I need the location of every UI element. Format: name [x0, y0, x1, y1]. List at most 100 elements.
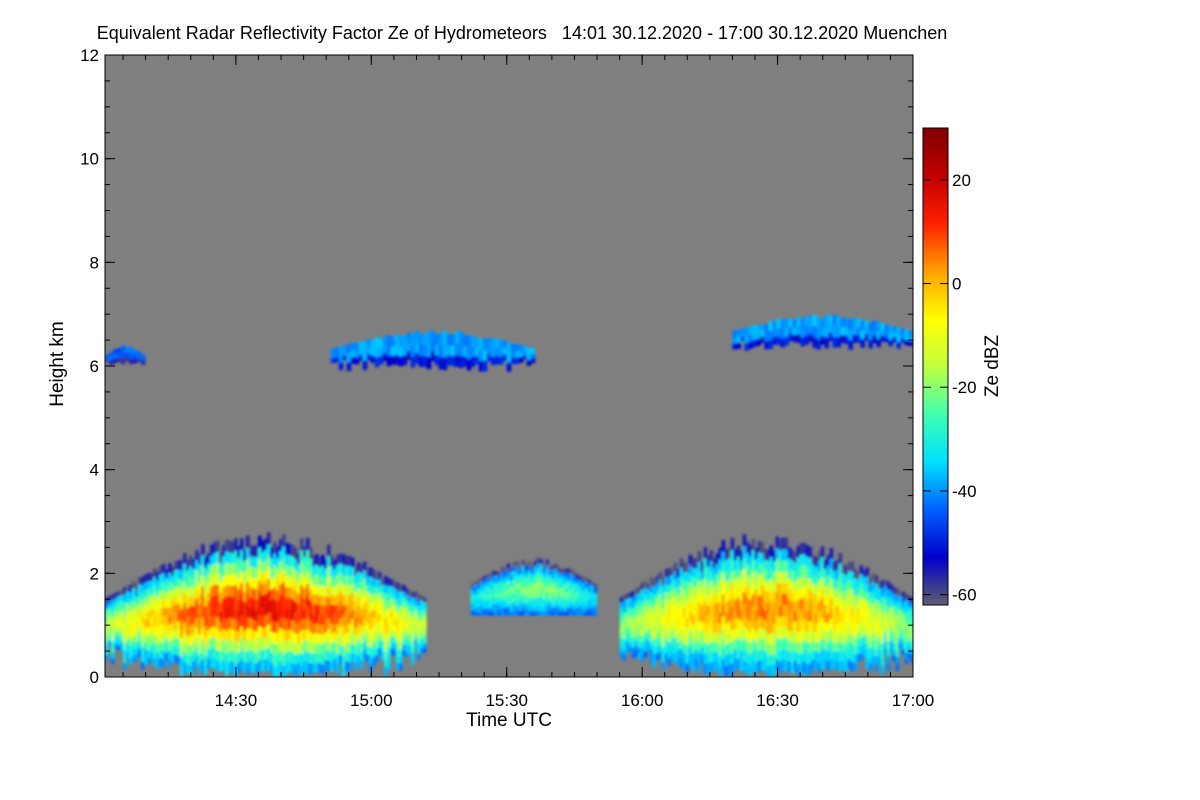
echo-cell	[667, 641, 672, 651]
echo-cell	[745, 541, 750, 554]
echo-cell	[545, 587, 550, 593]
echo-cell	[198, 573, 202, 585]
echo-cell	[772, 560, 777, 572]
echo-cell	[715, 553, 720, 564]
echo-cell	[288, 628, 292, 640]
echo-cell	[772, 571, 777, 583]
echo-cell	[820, 577, 825, 588]
echo-cell	[234, 607, 238, 620]
echo-cell	[859, 636, 864, 646]
echo-cell	[643, 618, 648, 626]
echo-cell	[856, 586, 861, 595]
echo-cell	[587, 611, 592, 616]
echo-cell	[366, 653, 370, 663]
echo-cell	[350, 342, 356, 351]
echo-cell	[748, 598, 753, 611]
echo-cell	[210, 626, 214, 638]
echo-cell	[628, 602, 633, 608]
echo-cell	[183, 602, 187, 613]
echo-cell	[637, 628, 642, 636]
echo-cell	[129, 637, 133, 645]
echo-cell	[640, 628, 645, 636]
echo-cell	[900, 333, 905, 339]
echo-cell	[551, 606, 556, 612]
echo-cell	[132, 628, 136, 636]
echo-cell	[545, 605, 550, 611]
echo-cell	[426, 331, 432, 345]
echo-cell	[336, 663, 340, 674]
echo-cell	[417, 647, 421, 654]
echo-cell	[476, 609, 481, 613]
echo-cell	[506, 576, 511, 582]
echo-cell	[153, 576, 157, 586]
echo-cell	[703, 631, 708, 643]
echo-cell	[309, 599, 313, 611]
echo-cell	[410, 355, 416, 368]
echo-cell	[414, 629, 418, 636]
echo-cell	[775, 658, 780, 671]
echo-cell	[664, 629, 669, 639]
echo-cell	[219, 660, 223, 672]
echo-cell	[667, 649, 672, 659]
echo-cell	[135, 634, 139, 642]
echo-cell	[351, 609, 355, 619]
echo-cell	[527, 579, 532, 585]
echo-cell	[479, 608, 484, 613]
echo-cell	[533, 583, 538, 589]
echo-cell	[129, 358, 134, 365]
echo-cell	[279, 583, 283, 596]
echo-cell	[808, 333, 813, 343]
echo-cell	[138, 649, 142, 657]
echo-cell	[387, 578, 391, 587]
echo-cell	[548, 594, 553, 600]
echo-cell	[587, 588, 592, 593]
echo-cell	[246, 627, 250, 641]
echo-cell	[345, 650, 349, 662]
echo-cell	[817, 550, 822, 562]
echo-cell	[399, 655, 403, 664]
echo-cell	[631, 607, 636, 615]
echo-cell	[354, 600, 358, 610]
echo-cell	[820, 566, 825, 578]
echo-cell	[363, 593, 367, 603]
echo-cell	[590, 606, 595, 611]
echo-cell	[652, 630, 657, 639]
echo-cell	[799, 542, 804, 555]
echo-cell	[192, 623, 196, 634]
echo-cell	[482, 588, 487, 593]
echo-cell	[123, 635, 127, 643]
echo-cell	[652, 600, 657, 609]
echo-cell	[300, 561, 304, 574]
echo-cell	[736, 586, 741, 598]
echo-cell	[135, 621, 139, 629]
echo-cell	[321, 614, 325, 625]
echo-cell	[417, 631, 421, 638]
echo-cell	[832, 336, 837, 348]
echo-cell	[411, 634, 415, 641]
echo-cell	[285, 575, 289, 588]
echo-cell	[192, 651, 196, 662]
echo-cell	[183, 612, 187, 623]
echo-cell	[892, 617, 897, 625]
echo-cell	[536, 572, 541, 578]
echo-cell	[216, 595, 220, 607]
echo-cell	[117, 625, 121, 631]
echo-cell	[138, 636, 142, 644]
echo-cell	[396, 597, 400, 605]
echo-cell	[285, 662, 289, 674]
echo-cell	[823, 648, 828, 659]
echo-cell	[219, 571, 223, 583]
echo-cell	[366, 591, 370, 600]
echo-cell	[575, 597, 580, 603]
echo-cell	[306, 628, 310, 641]
echo-cell	[563, 595, 568, 601]
echo-cell	[198, 583, 202, 595]
echo-cell	[339, 599, 343, 610]
echo-cell	[694, 559, 699, 569]
echo-cell	[590, 587, 595, 591]
echo-cell	[366, 614, 370, 624]
y-tick-label: 12	[80, 46, 99, 65]
echo-cell	[180, 598, 184, 609]
echo-cell	[114, 620, 118, 626]
echo-cell	[291, 630, 295, 642]
